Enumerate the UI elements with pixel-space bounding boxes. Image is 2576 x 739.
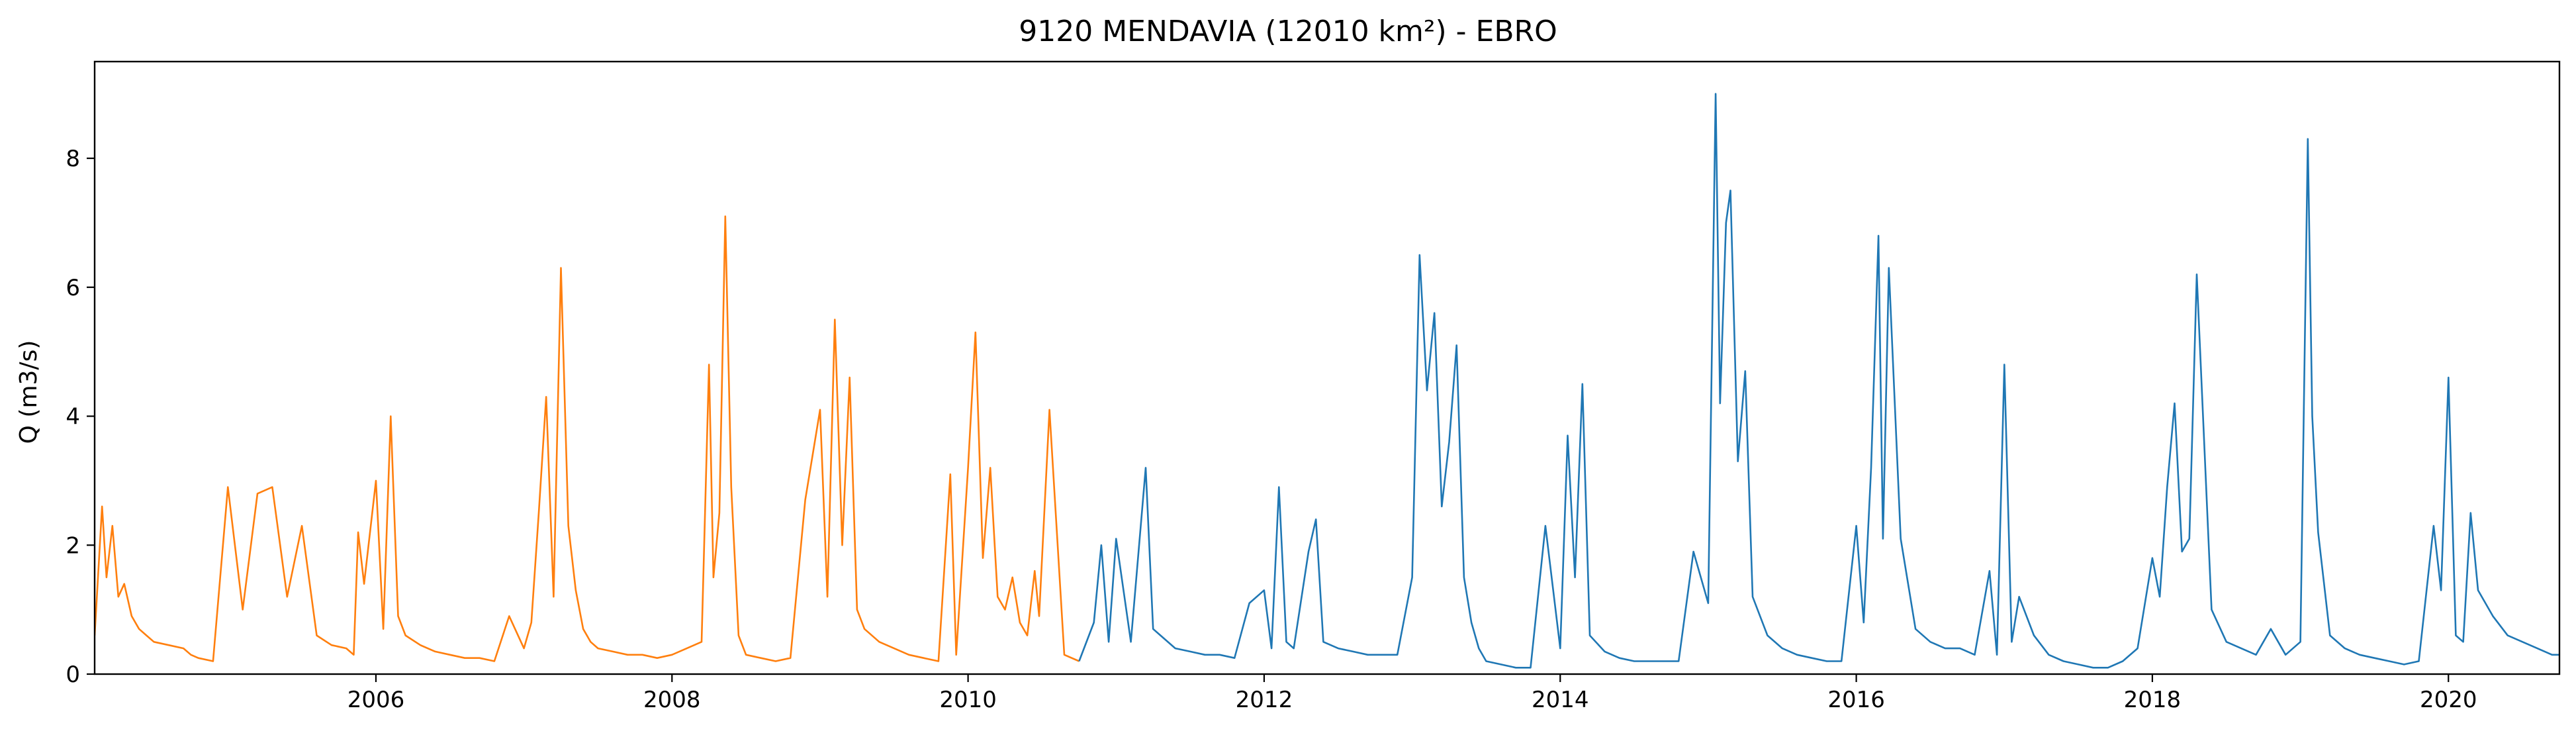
plot-frame	[93, 60, 2561, 675]
y-tick-label: 0	[66, 662, 80, 688]
x-tick-label: 2016	[1827, 687, 1885, 713]
y-tick-label: 2	[66, 532, 80, 559]
series-line-1	[95, 215, 1080, 662]
x-tick-label: 2020	[2420, 687, 2477, 713]
x-tick-label: 2014	[1532, 687, 1589, 713]
x-tick-label: 2006	[347, 687, 405, 713]
y-tick-label: 4	[66, 404, 80, 430]
x-tick-label: 2018	[2124, 687, 2182, 713]
x-tick-label: 2010	[939, 687, 997, 713]
y-tick-label: 8	[66, 146, 80, 172]
y-axis-label: Q (m3/s)	[15, 340, 42, 444]
x-tick-label: 2012	[1236, 687, 1293, 713]
y-tick-label: 6	[66, 275, 80, 301]
chart-title: 9120 MENDAVIA (12010 km²) - EBRO	[1019, 15, 1557, 48]
series-layer	[95, 93, 2559, 669]
axes-layer: 2006 2008 2010 2012 2014 2016 2018 2020 0 2 4 6 8	[66, 60, 2561, 713]
series-line-2	[1078, 93, 2559, 669]
x-tick-label: 2008	[643, 687, 701, 713]
